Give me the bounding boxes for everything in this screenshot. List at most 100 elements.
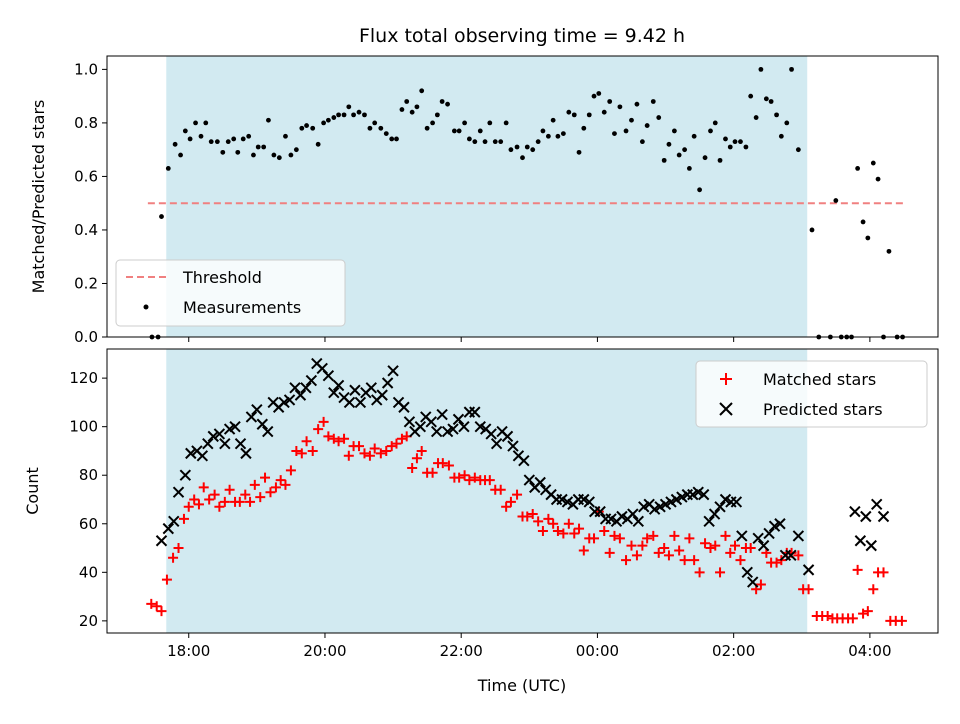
measurement-point: [503, 120, 509, 126]
measurement-point: [686, 166, 692, 171]
predicted-stars-points: [155, 357, 890, 588]
measurement-point: [540, 128, 546, 134]
matched-star-point: [803, 584, 814, 595]
measurement-point: [795, 147, 801, 153]
predicted-star-point: [774, 518, 786, 530]
bottom-axes-frame: [106, 348, 939, 634]
measurement-point: [362, 112, 367, 118]
matched-star-point: [552, 526, 563, 537]
predicted-star-point: [849, 505, 861, 518]
predicted-star-point: [414, 420, 427, 433]
matched-star-point: [648, 530, 659, 541]
matched-star-point: [745, 543, 756, 554]
measurement-point: [304, 123, 309, 128]
measurement-point: [691, 133, 697, 139]
measurement-point: [886, 248, 892, 254]
predicted-star-point: [213, 428, 226, 440]
matched-star-point: [156, 606, 167, 617]
matched-star-point: [313, 424, 324, 435]
measurement-point: [293, 147, 299, 153]
matched-star-point: [343, 450, 354, 461]
matched-star-point: [533, 516, 544, 527]
measurement-point: [331, 115, 337, 120]
matched-star-point: [512, 489, 523, 500]
matched-star-point: [715, 567, 726, 578]
predicted-star-point: [234, 437, 247, 450]
predicted-star-point: [523, 474, 536, 486]
matched-stars-points: [146, 416, 907, 626]
measurement-point: [650, 99, 656, 104]
measurement-point: [165, 166, 171, 171]
measurement-point: [530, 147, 536, 153]
matched-star-point: [437, 458, 448, 469]
matched-star-point: [183, 501, 194, 512]
measurement-point: [231, 136, 237, 142]
matched-star-point: [569, 528, 580, 539]
matched-star-point: [669, 530, 680, 541]
measurement-point: [424, 125, 430, 131]
predicted-star-point: [262, 425, 274, 438]
measurement-point: [860, 219, 866, 225]
measurement-point: [875, 176, 881, 182]
matched-star-point: [301, 436, 312, 447]
bottom-y-axis-label: Count: [23, 467, 42, 515]
matched-star-point: [333, 436, 344, 447]
predicted-star-point: [447, 423, 459, 435]
predicted-star-point: [490, 437, 503, 450]
measurement-point: [768, 99, 774, 104]
measurement-point: [288, 152, 294, 158]
matched-star-point: [558, 528, 569, 539]
measurement-point: [774, 112, 779, 118]
measurement-point: [586, 112, 592, 118]
measurement-point: [409, 109, 415, 115]
measurement-point: [629, 117, 634, 123]
matched-star-point: [178, 513, 189, 524]
measurement-point: [351, 112, 356, 118]
measurement-point: [482, 139, 488, 145]
measurement-point: [404, 99, 410, 104]
predicted-star-point: [741, 566, 753, 579]
matched-star-point: [793, 550, 804, 561]
predicted-star-point: [757, 539, 770, 552]
measurement-point: [477, 128, 483, 134]
predicted-star-point: [332, 379, 345, 392]
measurement-point: [514, 144, 520, 150]
predicted-star-point: [387, 365, 399, 377]
y-tick-label: 120: [69, 369, 98, 387]
predicted-star-point: [436, 408, 448, 421]
matched-star-point: [730, 540, 741, 551]
matched-star-point: [240, 489, 251, 500]
matched-star-point: [459, 470, 470, 481]
measurement-point: [560, 131, 566, 137]
measurement-point: [566, 109, 572, 115]
measurement-point: [596, 91, 602, 96]
y-tick-label: 0.2: [74, 274, 98, 292]
matched-star-point: [285, 465, 296, 476]
y-tick-label: 100: [69, 418, 98, 436]
predicted-star-point: [289, 382, 301, 394]
predicted-star-point: [300, 382, 312, 394]
measurement-point: [661, 157, 667, 163]
measurement-point: [214, 139, 220, 145]
matched-star-point: [505, 496, 516, 507]
predicted-star-point: [398, 401, 410, 413]
measurement-point: [208, 139, 214, 145]
predicted-star-point: [865, 539, 877, 552]
top-y-axis-label: Matched/Predicted stars: [29, 100, 48, 294]
measurement-point: [738, 139, 743, 145]
predicted-star-point: [785, 549, 797, 562]
predicted-star-point: [185, 447, 197, 460]
matched-star-point: [364, 450, 375, 461]
measurement-point: [644, 123, 650, 128]
matched-star-point: [847, 613, 858, 624]
top-axes-frame: [106, 55, 939, 338]
matched-star-point: [209, 489, 220, 500]
measurement-point: [748, 93, 754, 99]
predicted-star-point: [627, 508, 639, 520]
matched-star-point: [609, 530, 620, 541]
matched-star-point: [896, 615, 907, 626]
matched-star-point: [822, 611, 833, 622]
measurement-point: [266, 117, 271, 123]
predicted-star-point: [507, 440, 519, 452]
predicted-star-point: [792, 530, 805, 542]
